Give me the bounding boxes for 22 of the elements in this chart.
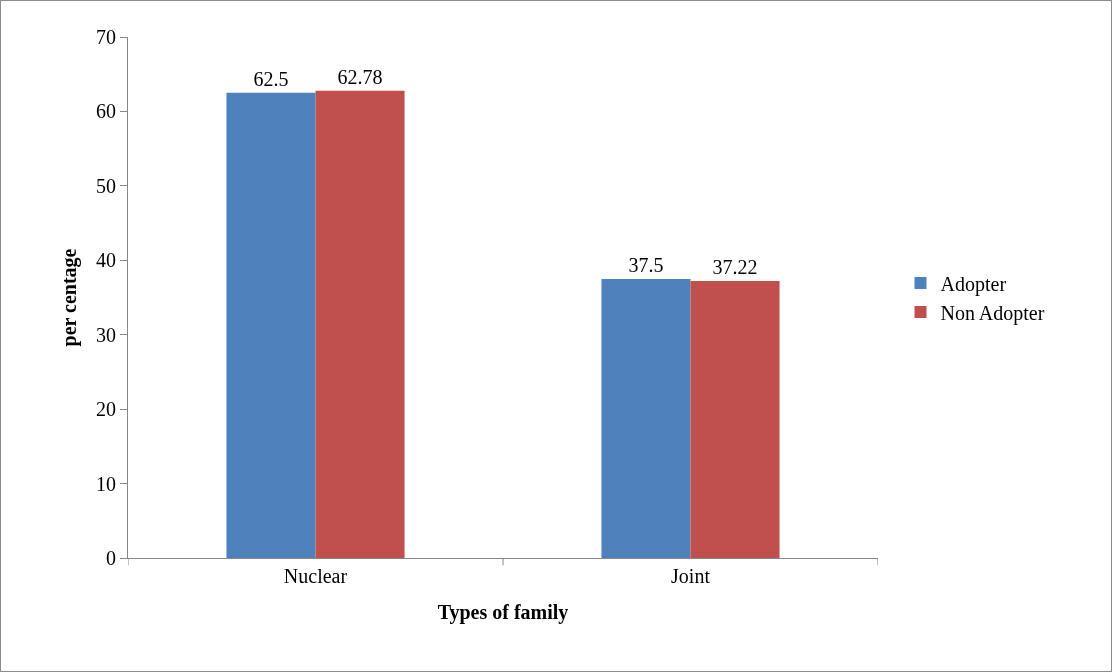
bar (601, 278, 691, 558)
y-axis-title: per centage (57, 248, 81, 347)
data-label: 37.22 (712, 255, 758, 278)
y-tick-label: 30 (96, 323, 116, 346)
y-tick-label: 50 (96, 174, 116, 197)
y-tick-label: 20 (96, 398, 116, 421)
legend-label: Non Adopter (940, 301, 1045, 325)
x-tick-label: Joint (671, 565, 711, 587)
data-label: 62.5 (253, 67, 289, 90)
x-axis-title: Types of family (437, 600, 569, 624)
data-label: 62.78 (337, 65, 383, 88)
y-tick-label: 0 (106, 547, 116, 569)
y-tick-label: 40 (96, 249, 116, 272)
data-label: 37.5 (628, 253, 664, 276)
bar (315, 90, 405, 558)
y-tick-label: 10 (96, 472, 116, 495)
bar (690, 280, 780, 558)
y-tick-label: 60 (96, 100, 116, 123)
legend-label: Adopter (940, 272, 1007, 296)
bar (226, 92, 316, 558)
x-tick-label: Nuclear (283, 565, 348, 587)
y-tick-label: 70 (96, 26, 116, 48)
